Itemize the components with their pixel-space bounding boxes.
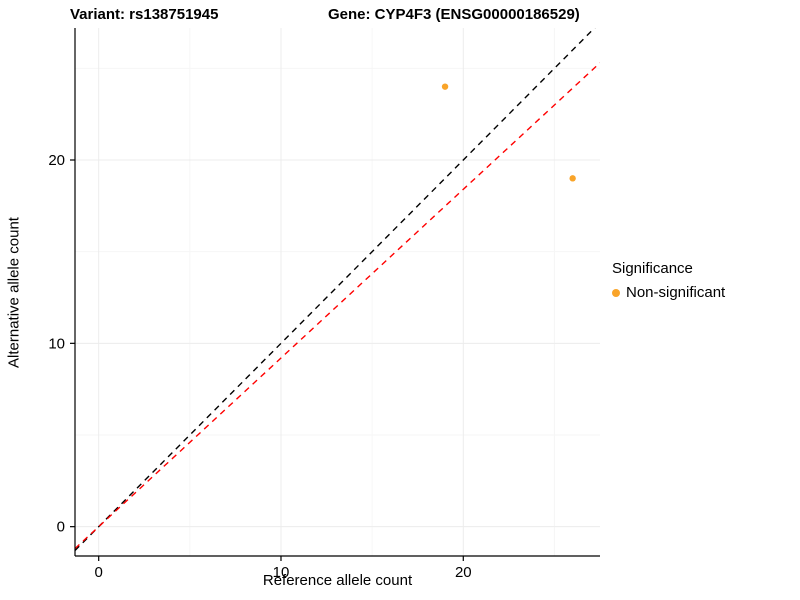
variant-title: Variant: rs138751945 <box>70 6 219 23</box>
panel-background <box>75 28 600 556</box>
x-tick-label: 10 <box>273 564 290 581</box>
legend: Significance Non-significant <box>612 260 725 301</box>
y-tick-label: 0 <box>57 519 65 536</box>
legend-title: Significance <box>612 260 693 277</box>
legend-entry-label: Non-significant <box>626 284 726 301</box>
x-tick-label: 20 <box>455 564 472 581</box>
gene-title: Gene: CYP4F3 (ENSG00000186529) <box>328 6 580 23</box>
data-point <box>441 83 449 90</box>
legend-point-icon <box>612 288 620 297</box>
y-tick-label: 20 <box>48 152 65 169</box>
y-axis-label: Alternative allele count <box>5 217 23 368</box>
fit-line <box>75 62 600 550</box>
legend-entry: Non-significant <box>612 284 725 301</box>
identity-line <box>75 28 596 551</box>
data-point <box>569 175 576 182</box>
y-tick-label: 10 <box>48 335 65 352</box>
x-axis-label: Reference allele count <box>262 572 413 589</box>
x-tick-label: 0 <box>95 564 103 581</box>
